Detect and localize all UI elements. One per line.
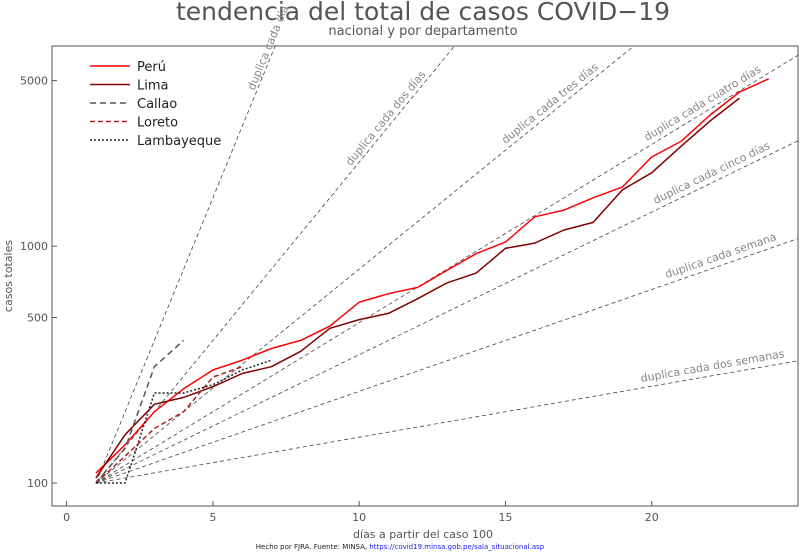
y-axis: 100 500 1000 5000 bbox=[20, 75, 57, 490]
chart-title: tendencia del total de casos COVID−19 bbox=[176, 0, 670, 26]
y-tick-label: 100 bbox=[27, 477, 48, 490]
x-tick-label: 10 bbox=[352, 511, 366, 524]
x-tick-label: 15 bbox=[498, 511, 512, 524]
x-tick-label: 0 bbox=[63, 511, 70, 524]
footer-text: Hecho por FJRA. Fuente: MINSA, bbox=[255, 543, 370, 551]
series-line bbox=[95, 359, 272, 484]
chart-subtitle: nacional y por departamento bbox=[328, 24, 517, 39]
y-tick-label: 500 bbox=[27, 311, 48, 324]
reference-line bbox=[95, 140, 798, 484]
reference-line bbox=[95, 46, 456, 484]
footer-link[interactable]: https://covid19.minsa.gob.pe/sala_situac… bbox=[369, 543, 545, 551]
x-axis-label: días a partir del caso 100 bbox=[353, 528, 493, 541]
x-axis: 0 5 10 15 20 bbox=[63, 501, 659, 524]
reference-line bbox=[95, 46, 276, 484]
legend-label: Perú bbox=[137, 60, 166, 75]
legend-label: Lima bbox=[137, 79, 168, 94]
reference-line bbox=[95, 46, 635, 484]
series-lines bbox=[95, 78, 770, 484]
reference-line bbox=[95, 238, 798, 484]
legend-label: Lambayeque bbox=[137, 134, 221, 149]
series-line bbox=[95, 78, 770, 474]
legend: Perú Lima Callao Loreto Lambayeque bbox=[90, 60, 221, 149]
legend-label: Loreto bbox=[137, 116, 178, 131]
series-line bbox=[95, 365, 243, 484]
footer: Hecho por FJRA. Fuente: MINSA, https://c… bbox=[0, 543, 800, 551]
legend-label: Callao bbox=[137, 97, 177, 112]
series-line bbox=[95, 97, 740, 479]
reference-line-label: duplica cada semana bbox=[663, 230, 778, 281]
y-tick-label: 5000 bbox=[20, 75, 48, 88]
x-tick-label: 20 bbox=[645, 511, 659, 524]
y-axis-label: casos totales bbox=[2, 240, 15, 312]
y-tick-label: 1000 bbox=[20, 240, 48, 253]
reference-line-label: duplica cada dos días bbox=[343, 68, 429, 168]
reference-line-label: duplica cada dos semanas bbox=[640, 347, 786, 385]
x-tick-label: 5 bbox=[209, 511, 216, 524]
plot-frame bbox=[51, 45, 799, 507]
reference-line-label: duplica cada cuatro días bbox=[642, 63, 764, 144]
series-line bbox=[95, 339, 185, 484]
reference-line bbox=[95, 360, 798, 484]
reference-line-label: duplica cada cinco días bbox=[651, 139, 772, 207]
reference-line-label: duplica cada tres días bbox=[499, 60, 601, 146]
reference-lines bbox=[95, 46, 798, 484]
